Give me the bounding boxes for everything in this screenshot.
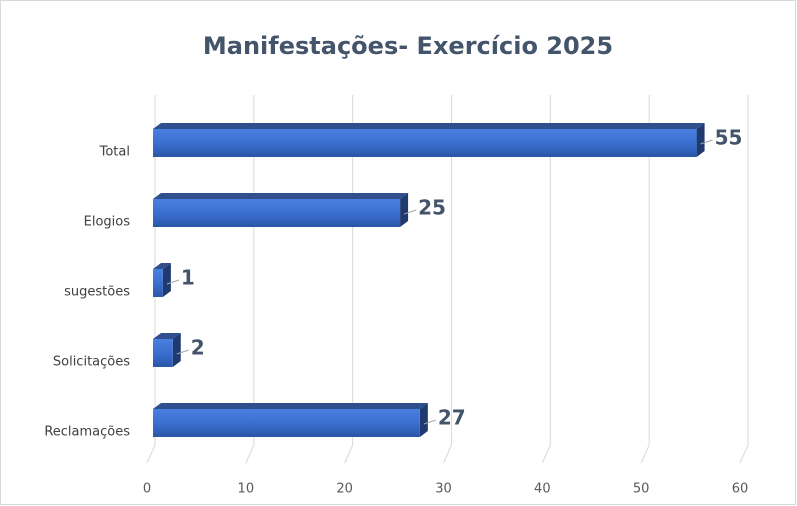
y-tick-label: Reclamações	[44, 425, 130, 440]
value-label: 55	[715, 126, 743, 150]
value-label: 1	[181, 266, 195, 290]
leader-line	[403, 209, 417, 215]
bar	[153, 333, 181, 367]
bar-front	[153, 339, 173, 367]
y-tick-label: Total	[99, 145, 130, 160]
bar-side	[162, 263, 171, 297]
value-label: 2	[191, 336, 205, 360]
bar-front	[153, 269, 163, 297]
leader-line	[166, 279, 180, 285]
bar-top	[153, 263, 171, 269]
x-tick-label: 50	[633, 482, 650, 497]
y-tick-label: sugestões	[64, 285, 130, 300]
bar-side	[419, 403, 428, 437]
x-tick-label: 20	[336, 482, 353, 497]
x-tick-label: 40	[534, 482, 551, 497]
bar-side	[696, 123, 705, 157]
grid-line	[541, 95, 551, 464]
bar	[153, 263, 171, 297]
bar-top	[153, 123, 705, 129]
value-label: 25	[418, 196, 446, 220]
value-label: 27	[438, 406, 466, 430]
bar	[153, 403, 428, 437]
y-tick-label: Elogios	[84, 215, 131, 230]
bar	[153, 193, 409, 227]
grid-line	[739, 95, 749, 464]
bar-top	[153, 403, 428, 409]
bar-front	[153, 199, 401, 227]
leader-line	[176, 349, 189, 355]
bar-side	[400, 193, 409, 227]
leader-line	[700, 139, 713, 145]
bar-top	[153, 193, 409, 199]
x-tick-label: 30	[435, 482, 452, 497]
x-tick-label: 10	[238, 482, 255, 497]
bar-top	[153, 333, 181, 339]
leader-line	[423, 419, 437, 425]
bar	[153, 123, 705, 157]
bar-front	[153, 409, 420, 437]
chart-title: Manifestações- Exercício 2025	[203, 32, 613, 60]
grid-line	[640, 95, 650, 464]
x-tick-label: 60	[732, 482, 749, 497]
y-tick-label: Solicitações	[53, 355, 130, 370]
x-tick-label: 0	[143, 482, 151, 497]
bars: Total 55 Elogios 25 sugestões 1 Solicitações 2 R…	[44, 123, 742, 440]
bar-side	[172, 333, 181, 367]
grid-line	[443, 95, 452, 464]
bar-front	[153, 129, 697, 157]
